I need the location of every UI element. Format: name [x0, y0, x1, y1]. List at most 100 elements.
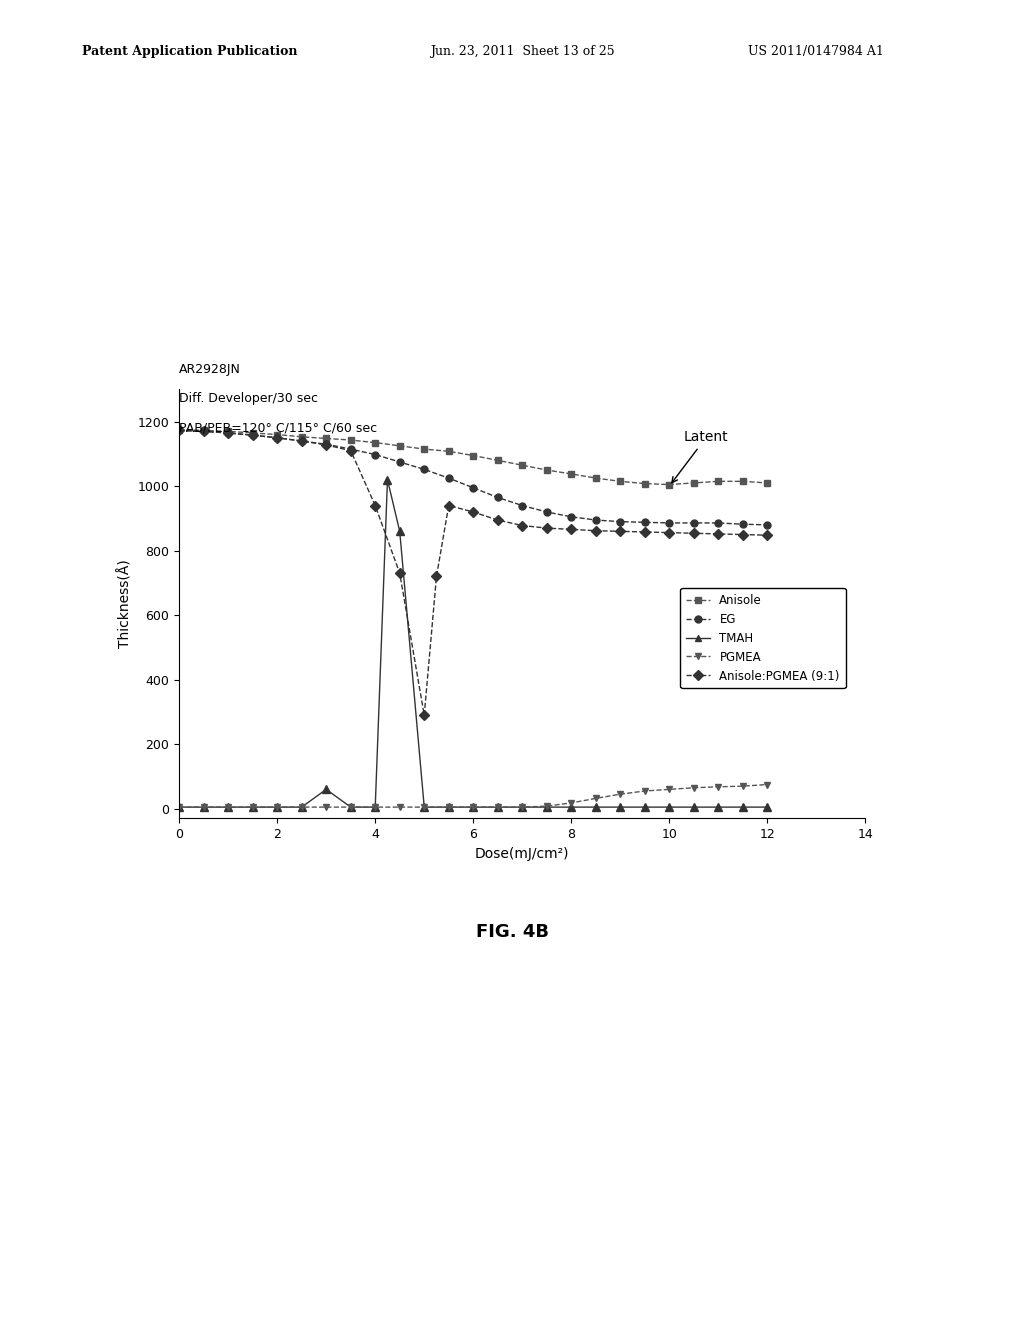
EG: [664, 515, 676, 531]
PGMEA: [688, 780, 700, 796]
Legend: Anisole, EG, TMAH, PGMEA, Anisole:PGMEA (9:1): Anisole, EG, TMAH, PGMEA, Anisole:PGMEA …: [680, 587, 846, 689]
Anisole: [516, 457, 528, 473]
TMAH: [639, 799, 651, 814]
PGMEA: [614, 787, 627, 803]
TMAH: [467, 799, 479, 814]
Anisole: [369, 434, 381, 450]
PGMEA: [736, 779, 749, 795]
Anisole:PGMEA (9:1): [614, 524, 627, 540]
Text: Jun. 23, 2011  Sheet 13 of 25: Jun. 23, 2011 Sheet 13 of 25: [430, 45, 614, 58]
X-axis label: Dose(mJ/cm²): Dose(mJ/cm²): [475, 846, 569, 861]
Anisole: [492, 453, 504, 469]
Anisole: [442, 444, 455, 459]
Text: Latent: Latent: [672, 430, 729, 483]
Anisole: [393, 438, 406, 454]
Anisole:PGMEA (9:1): [516, 517, 528, 533]
TMAH: [712, 799, 724, 814]
Anisole:PGMEA (9:1): [712, 525, 724, 541]
Anisole: [467, 447, 479, 463]
Text: US 2011/0147984 A1: US 2011/0147984 A1: [748, 45, 884, 58]
Anisole: [296, 429, 308, 445]
TMAH: [492, 799, 504, 814]
Anisole: [639, 475, 651, 491]
Anisole: [736, 474, 749, 490]
Anisole:PGMEA (9:1): [321, 437, 333, 453]
Anisole:PGMEA (9:1): [222, 425, 234, 441]
EG: [442, 470, 455, 486]
Anisole:PGMEA (9:1): [688, 525, 700, 541]
EG: [173, 422, 185, 438]
Anisole: [344, 432, 356, 447]
Anisole: [664, 477, 676, 492]
PGMEA: [492, 799, 504, 814]
EG: [590, 512, 602, 528]
TMAH: [393, 524, 406, 540]
Anisole:PGMEA (9:1): [442, 498, 455, 513]
PGMEA: [344, 799, 356, 814]
TMAH: [590, 799, 602, 814]
EG: [712, 515, 724, 531]
Anisole: [688, 475, 700, 491]
PGMEA: [247, 799, 259, 814]
Anisole: [614, 474, 627, 490]
Anisole:PGMEA (9:1): [247, 428, 259, 444]
TMAH: [614, 799, 627, 814]
Text: Diff. Developer/30 sec: Diff. Developer/30 sec: [179, 392, 318, 405]
Anisole:PGMEA (9:1): [761, 527, 773, 543]
Text: PAB/PEB=120° C/115° C/60 sec: PAB/PEB=120° C/115° C/60 sec: [179, 421, 377, 434]
TMAH: [442, 799, 455, 814]
EG: [467, 480, 479, 496]
EG: [369, 446, 381, 462]
EG: [761, 517, 773, 533]
PGMEA: [761, 776, 773, 792]
Line: EG: EG: [176, 426, 771, 528]
EG: [736, 516, 749, 532]
TMAH: [222, 799, 234, 814]
Anisole:PGMEA (9:1): [296, 433, 308, 449]
EG: [418, 462, 430, 478]
PGMEA: [639, 783, 651, 799]
Anisole: [271, 426, 284, 442]
TMAH: [271, 799, 284, 814]
TMAH: [418, 799, 430, 814]
Anisole: [198, 422, 210, 438]
PGMEA: [664, 781, 676, 797]
Anisole:PGMEA (9:1): [271, 430, 284, 446]
Anisole:PGMEA (9:1): [430, 569, 442, 585]
TMAH: [247, 799, 259, 814]
Anisole:PGMEA (9:1): [492, 512, 504, 528]
Text: Patent Application Publication: Patent Application Publication: [82, 45, 297, 58]
EG: [639, 515, 651, 531]
Anisole:PGMEA (9:1): [173, 422, 185, 438]
EG: [271, 430, 284, 446]
PGMEA: [198, 799, 210, 814]
TMAH: [565, 799, 578, 814]
TMAH: [761, 799, 773, 814]
EG: [393, 454, 406, 470]
EG: [344, 441, 356, 457]
Anisole:PGMEA (9:1): [369, 498, 381, 513]
Anisole: [173, 422, 185, 438]
PGMEA: [222, 799, 234, 814]
EG: [222, 425, 234, 441]
PGMEA: [467, 799, 479, 814]
Anisole: [590, 470, 602, 486]
Anisole: [418, 441, 430, 457]
PGMEA: [173, 799, 185, 814]
Anisole: [761, 475, 773, 491]
Line: TMAH: TMAH: [175, 475, 771, 812]
PGMEA: [321, 799, 333, 814]
EG: [247, 428, 259, 444]
Anisole: [321, 430, 333, 446]
PGMEA: [442, 799, 455, 814]
Anisole: [565, 466, 578, 482]
EG: [198, 424, 210, 440]
Text: AR2928JN: AR2928JN: [179, 363, 241, 376]
PGMEA: [393, 799, 406, 814]
Line: Anisole:PGMEA (9:1): Anisole:PGMEA (9:1): [176, 426, 771, 718]
TMAH: [688, 799, 700, 814]
PGMEA: [541, 799, 553, 814]
EG: [688, 515, 700, 531]
TMAH: [736, 799, 749, 814]
TMAH: [381, 471, 393, 487]
